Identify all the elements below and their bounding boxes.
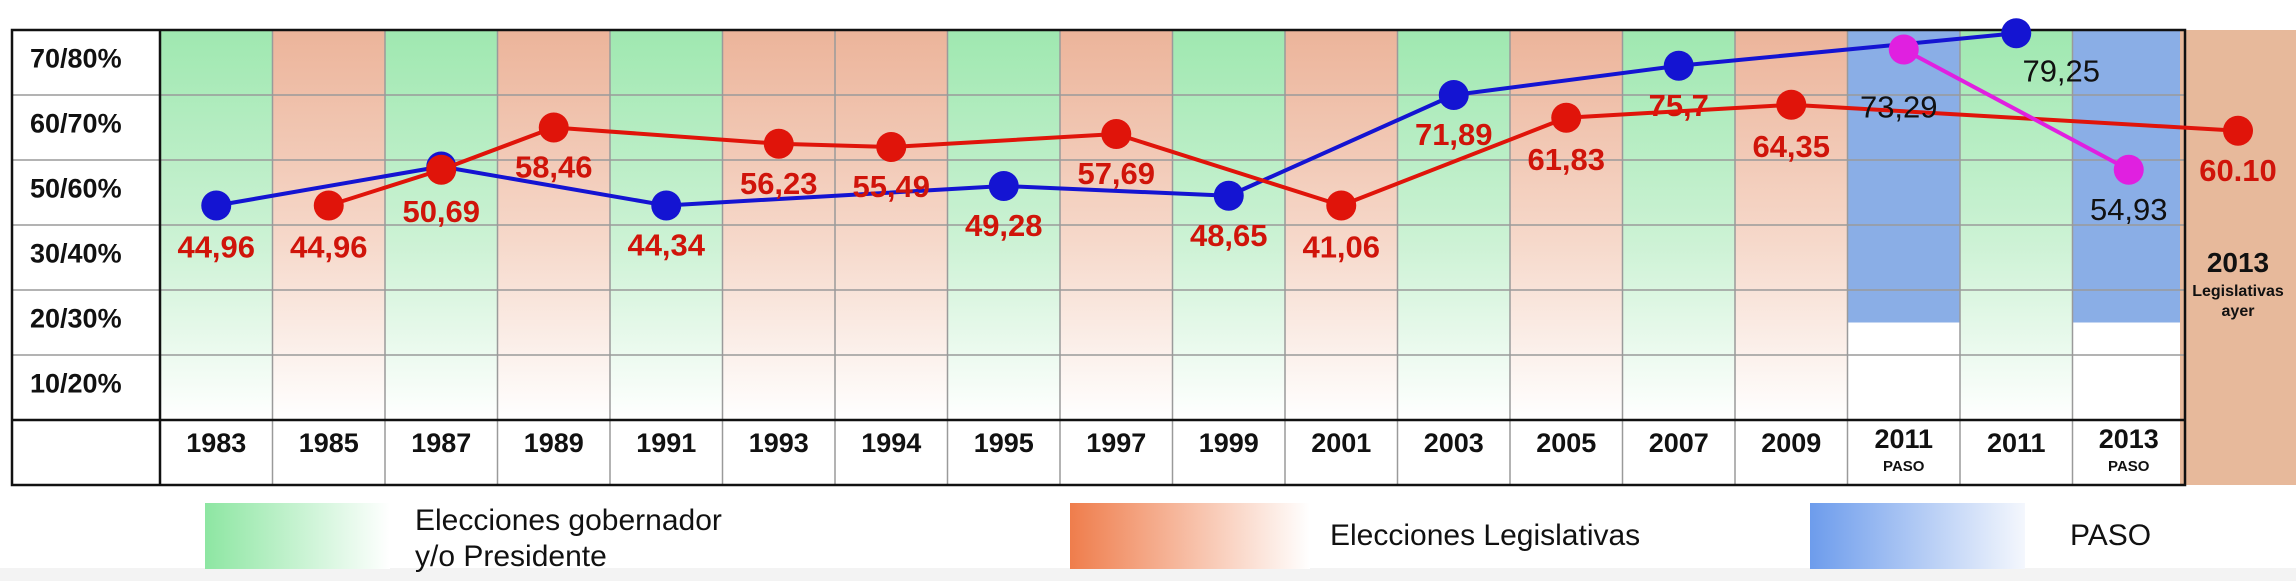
- data-label: 60.10: [2199, 153, 2277, 188]
- data-point: [1101, 119, 1132, 149]
- legend-label: y/o Presidente: [415, 540, 607, 573]
- data-label: 49,28: [965, 208, 1043, 243]
- y-tick-label: 30/40%: [30, 239, 122, 269]
- x-tick-label: 2011: [1987, 428, 2046, 458]
- data-label: 75,7: [1649, 88, 1709, 123]
- band-paso: [1847, 30, 1960, 323]
- x-tick-label: 1987: [411, 428, 471, 458]
- data-label: 44,96: [177, 230, 255, 265]
- legend-label: Elecciones gobernador: [415, 504, 722, 537]
- x-tick-label: 1989: [524, 428, 584, 458]
- data-label: 61,83: [1527, 142, 1605, 177]
- x-tick-label: 1983: [186, 428, 246, 458]
- data-label: 56,23: [740, 166, 818, 201]
- data-label: 57,69: [1077, 156, 1155, 191]
- data-label: 54,93: [2090, 192, 2168, 227]
- y-tick-label: 20/30%: [30, 304, 122, 334]
- data-point: [201, 190, 232, 221]
- data-point: [1776, 89, 1807, 120]
- data-point: [1888, 34, 1919, 65]
- data-point: [1551, 102, 1582, 133]
- footer-strip: [0, 568, 2296, 581]
- series-line-0: [215, 31, 2017, 208]
- chart-frame: [10, 28, 2187, 487]
- grid: [10, 28, 2187, 487]
- x-tick-label: 1985: [299, 428, 359, 458]
- side-column-label: ayer: [2222, 303, 2255, 320]
- x-tick-label: 2001: [1311, 428, 1371, 458]
- data-point: [2113, 154, 2144, 185]
- x-axis-labels: 1983 1985 1987 1989 1991 1993 1994 1995 1997 1999…: [186, 424, 2159, 475]
- x-tick-label: 1999: [1199, 428, 1259, 458]
- data-point: [2223, 115, 2253, 146]
- x-tick-label: 2003: [1424, 428, 1484, 458]
- data-label: 79,25: [2022, 53, 2100, 88]
- side-column-text: 2013 Legislativas ayer: [2192, 247, 2284, 320]
- data-label: 58,46: [515, 150, 593, 185]
- x-tick-label: 2009: [1761, 428, 1821, 458]
- data-label: 64,35: [1752, 129, 1830, 164]
- data-point: [1438, 80, 1469, 110]
- data-label: 50,69: [402, 194, 480, 229]
- series-line-1: [328, 102, 2239, 208]
- y-tick-label: 70/80%: [30, 44, 122, 74]
- x-tick-label: 2011: [1874, 424, 1933, 454]
- data-point: [876, 132, 907, 162]
- data-point: [426, 154, 457, 185]
- x-tick-label: 2007: [1649, 428, 1709, 458]
- data-label: 44,96: [290, 230, 368, 265]
- data-label: 41,06: [1302, 230, 1380, 265]
- side-column-label: Legislativas: [2192, 283, 2284, 300]
- x-tick-label: 2013: [2099, 424, 2159, 454]
- y-tick-label: 10/20%: [30, 369, 122, 399]
- side-column-year: 2013: [2207, 247, 2269, 278]
- data-point: [313, 190, 344, 221]
- data-point: [1663, 50, 1694, 81]
- series-line-2: [1902, 47, 2130, 172]
- data-point: [1326, 190, 1357, 221]
- data-label: 71,89: [1415, 117, 1493, 152]
- data-label: 48,65: [1190, 218, 1268, 253]
- y-tick-label: 60/70%: [30, 109, 122, 139]
- x-tick-sublabel: PASO: [1883, 458, 1925, 475]
- y-tick-label: 50/60%: [30, 174, 122, 204]
- data-point: [651, 190, 682, 221]
- series-layer: 44,96 44,34 49,28 48,65 71,89 75,7 79,25 44,96 5…: [177, 18, 2277, 265]
- legend-label: PASO: [2070, 519, 2151, 552]
- x-tick-label: 1991: [636, 428, 696, 458]
- data-label: 44,34: [627, 228, 705, 263]
- data-point: [538, 112, 569, 143]
- x-tick-label: 1995: [974, 428, 1034, 458]
- data-label: 55,49: [852, 169, 930, 204]
- legend-swatch-paso: [1810, 503, 2025, 569]
- x-tick-label: 1993: [749, 428, 809, 458]
- data-point: [988, 171, 1019, 201]
- legend-swatch-legislativas: [1070, 503, 1310, 569]
- y-axis-labels: 70/80% 60/70% 50/60% 30/40% 20/30% 10/20%: [30, 44, 122, 399]
- x-tick-label: 1994: [861, 428, 921, 458]
- legend-swatch-gobernador: [205, 503, 390, 569]
- data-label: 73,29: [1860, 90, 1938, 125]
- data-point: [763, 128, 794, 159]
- side-column: [2180, 30, 2296, 485]
- x-tick-label: 1997: [1086, 428, 1146, 458]
- data-point: [2001, 18, 2032, 49]
- legend-label: Elecciones Legislativas: [1330, 519, 1640, 552]
- x-tick-sublabel: PASO: [2108, 458, 2150, 475]
- x-tick-label: 2005: [1536, 428, 1596, 458]
- data-point: [1213, 180, 1244, 211]
